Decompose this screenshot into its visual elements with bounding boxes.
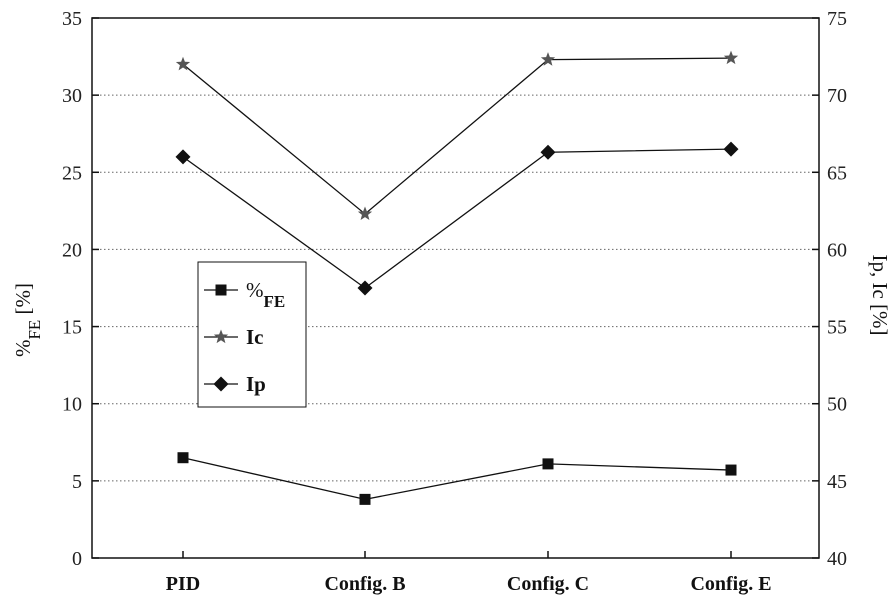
series-line — [182, 148, 732, 289]
left-tick-label: 25 — [62, 162, 82, 184]
data-point — [540, 52, 556, 66]
legend-label: %FE — [246, 278, 285, 311]
series-line — [182, 57, 732, 215]
data-point — [357, 280, 373, 296]
y-axis-left-title: %FE [%] — [11, 283, 44, 357]
right-tick-label: 55 — [827, 317, 847, 339]
left-tick-label: 5 — [72, 471, 82, 493]
left-tick-label: 30 — [62, 85, 82, 107]
legend-marker — [213, 329, 229, 344]
right-tick-label: 45 — [827, 471, 847, 493]
data-point — [177, 452, 189, 464]
right-tick-label: 50 — [827, 394, 847, 416]
legend-label: Ic — [246, 325, 264, 349]
right-tick-label: 40 — [827, 548, 847, 570]
data-point — [725, 464, 737, 476]
right-tick-label: 70 — [827, 85, 847, 107]
plot-frame — [91, 17, 820, 559]
left-tick-label: 0 — [72, 548, 82, 570]
data-point — [542, 458, 554, 470]
series-ip — [175, 141, 739, 296]
series-line — [182, 457, 732, 501]
series-layer — [175, 50, 739, 505]
data-point — [540, 144, 556, 160]
x-tick-label: Config. B — [324, 573, 405, 595]
right-tick-label: 65 — [827, 162, 847, 184]
x-tick-label: Config. C — [507, 573, 589, 595]
data-point — [357, 206, 373, 221]
x-tick-label: PID — [166, 573, 200, 595]
right-tick-label: 75 — [827, 8, 847, 30]
legend-marker — [213, 376, 229, 392]
legend: %FE Ic Ip — [197, 261, 307, 408]
x-axis: PID Config. B Config. C Config. E — [166, 551, 772, 595]
data-point — [723, 50, 739, 65]
series-ic — [175, 50, 739, 221]
data-point — [723, 141, 739, 157]
left-tick-label: 10 — [62, 394, 82, 416]
data-point — [175, 56, 191, 71]
legend-label: Ip — [246, 372, 266, 396]
data-point — [175, 149, 191, 165]
data-point — [359, 493, 371, 505]
y-axis-right-title: Ip, Ic [%] — [868, 254, 892, 335]
series-fe — [177, 452, 737, 505]
legend-marker — [215, 284, 227, 296]
right-tick-label: 60 — [827, 239, 847, 261]
left-tick-label: 15 — [62, 317, 82, 339]
left-tick-label: 35 — [62, 8, 82, 30]
left-tick-label: 20 — [62, 239, 82, 261]
left-axis: 0 5 10 15 20 25 30 35 — [62, 8, 99, 570]
x-tick-label: Config. E — [690, 573, 771, 595]
right-axis: 40 45 50 55 60 65 70 75 — [812, 8, 847, 570]
